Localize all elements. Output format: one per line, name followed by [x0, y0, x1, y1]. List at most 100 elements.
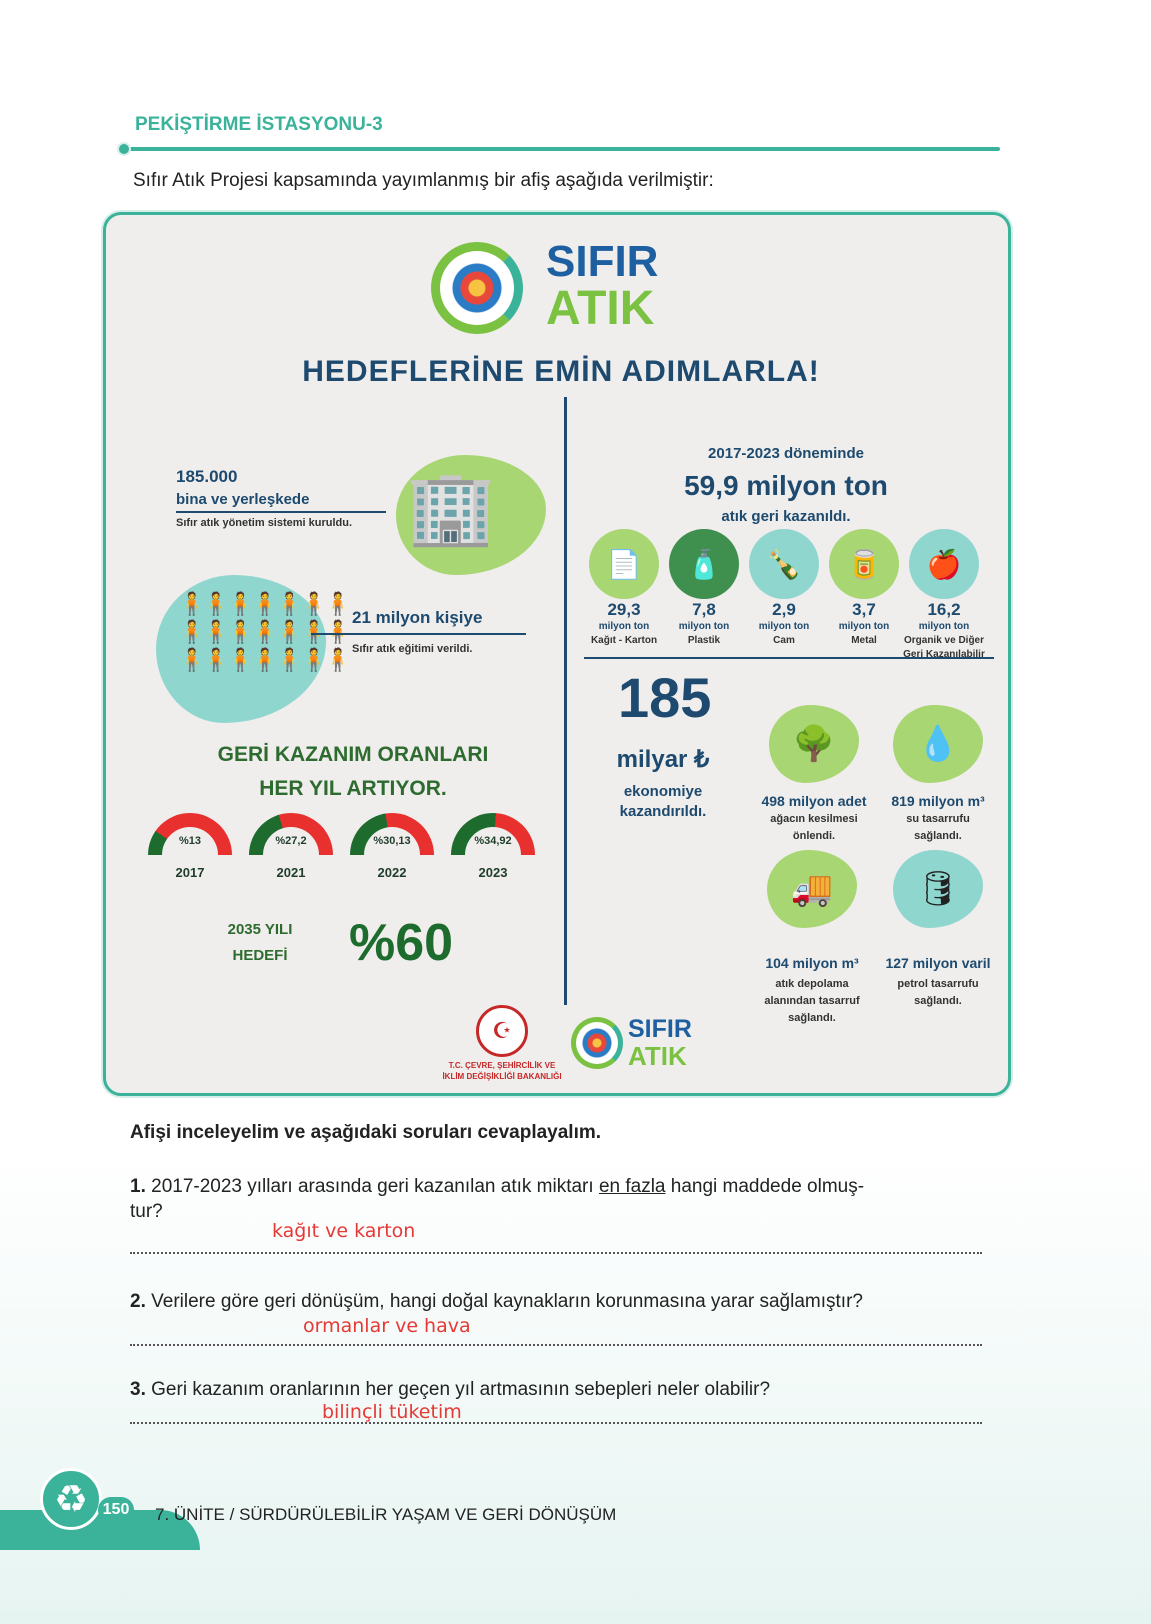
trees-icon: 🌳: [769, 705, 859, 783]
gauge-label: %13: [178, 835, 202, 847]
saving-desc: sağlandı.: [914, 995, 962, 1007]
material-value: 2,9: [772, 600, 796, 619]
target-value: %60: [349, 914, 454, 972]
material-value: 7,8: [692, 600, 716, 619]
metal-bin-icon: 🥫: [829, 529, 899, 599]
gauge-year: 2017: [175, 865, 205, 880]
recycle-flower-icon: [431, 242, 523, 334]
buildings-value: 185.000: [176, 467, 238, 486]
horizontal-divider: [584, 657, 994, 659]
small-logo-icon: [571, 1017, 623, 1069]
saving-desc: sağlandı.: [914, 830, 962, 842]
saving-desc: su tasarrufu: [906, 813, 970, 825]
target-label: 2035 YILI: [227, 921, 293, 938]
q-text: 2017-2023 yılları arasında geri kazanıla…: [151, 1176, 599, 1197]
buildings-desc: Sıfır atık yönetim sistemi kuruldu.: [176, 517, 353, 529]
q-text: Verilere göre geri dönüşüm, hangi doğal …: [151, 1291, 863, 1312]
ministry-seal-icon: ☪: [476, 1005, 528, 1057]
saving-value: 104 milyon m³: [765, 955, 859, 971]
oil-barrel-icon: 🛢: [893, 850, 983, 928]
plastic-bottle-icon: 🧴: [669, 529, 739, 599]
gauge-year: 2023: [478, 865, 508, 880]
gauge-2023: %34,92: [451, 813, 535, 855]
material-unit: milyon ton: [598, 621, 650, 632]
q-text: hangi maddede olmuş-: [665, 1176, 865, 1197]
q-number: 1.: [130, 1176, 146, 1197]
material-value: 29,3: [607, 600, 641, 619]
answer-line: [130, 1344, 982, 1346]
organic-waste-icon: 🍎: [909, 529, 979, 599]
material-unit: milyon ton: [758, 621, 810, 632]
gauge-year: 2022: [377, 865, 407, 880]
q-number: 3.: [130, 1379, 146, 1400]
questions-intro: Afişi inceleyelim ve aşağıdaki soruları …: [130, 1122, 602, 1143]
gauge-2022: %30,13: [350, 813, 434, 855]
saving-value: 819 milyon m³: [891, 793, 985, 809]
logo-line1: SIFIR: [546, 237, 659, 286]
saving-value: 127 milyon varil: [885, 955, 991, 971]
gauge-label: %27,2: [275, 835, 307, 847]
saving-desc: petrol tasarrufu: [897, 978, 979, 990]
question-3: 3. Geri kazanım oranlarının her geçen yı…: [130, 1379, 770, 1401]
question-1: 1. 2017-2023 yılları arasında geri kazan…: [130, 1176, 864, 1198]
recovered-desc: atık geri kazanıldı.: [721, 508, 851, 525]
recovered-period: 2017-2023 döneminde: [708, 445, 864, 462]
header-divider: [124, 147, 1000, 151]
answer-2[interactable]: ormanlar ve hava: [303, 1315, 471, 1337]
material-name: Plastik: [687, 635, 721, 646]
intro-text: Sıfır Atık Projesi kapsamında yayımlanmı…: [133, 170, 714, 191]
economy-unit: milyar ₺: [616, 746, 710, 773]
saving-value: 498 milyon adet: [761, 793, 867, 809]
glass-bottle-icon: 🍾: [749, 529, 819, 599]
material-value: 3,7: [852, 600, 876, 619]
economy-value: 185: [618, 666, 712, 729]
logo-line2: ATIK: [546, 282, 655, 335]
small-logo-line2: ATIK: [628, 1041, 687, 1071]
material-value: 16,2: [927, 600, 961, 619]
connector-line: [176, 511, 386, 513]
section-title: PEKİŞTİRME İSTASYONU-3: [135, 114, 383, 135]
material-unit: milyon ton: [918, 621, 970, 632]
ministry-name2: İKLİM DEĞİŞİKLİĞİ BAKANLIĞI: [442, 1072, 562, 1081]
saving-desc: atık depolama: [775, 978, 849, 990]
target-label2: HEDEFİ: [232, 947, 288, 964]
gauge-label: %30,13: [373, 835, 411, 847]
answer-line: [130, 1422, 982, 1424]
unit-title: 7. ÜNİTE / SÜRDÜRÜLEBİLİR YAŞAM VE GERİ …: [155, 1505, 617, 1524]
recovered-total: 59,9 milyon ton: [684, 470, 888, 501]
material-name2: Geri Kazanılabilir: [903, 649, 985, 660]
gauge-2017: %13: [148, 813, 232, 855]
sifir-atik-logo: SIFIR ATIK: [431, 237, 681, 337]
dump-truck-icon: 🚚: [767, 850, 857, 928]
material-name: Kağıt - Karton: [590, 635, 658, 646]
paper-recycle-icon: 📄: [589, 529, 659, 599]
economy-desc: ekonomiye: [623, 783, 703, 800]
rates-title: GERİ KAZANIM ORANLARI: [217, 743, 489, 766]
q-underlined: en fazla: [598, 1176, 666, 1197]
poster-headline: HEDEFLERİNE EMİN ADIMLARLA!: [302, 355, 820, 388]
material-name: Cam: [773, 635, 795, 646]
economy-desc2: kazandırıldı.: [619, 803, 707, 820]
material-unit: milyon ton: [838, 621, 890, 632]
saving-desc: alanından tasarruf: [764, 995, 860, 1007]
header-dot: [117, 142, 131, 156]
answer-3[interactable]: bilinçli tüketim: [322, 1401, 462, 1423]
saving-desc: önlendi.: [792, 830, 836, 842]
q-number: 2.: [130, 1291, 146, 1312]
answer-1[interactable]: kağıt ve karton: [272, 1220, 416, 1242]
page-number: 150: [98, 1497, 134, 1523]
material-name: Organik ve Diğer: [903, 635, 985, 646]
question-2: 2. Verilere göre geri dönüşüm, hangi doğ…: [130, 1291, 863, 1313]
connector-line: [311, 633, 526, 635]
people-value: 21 milyon kişiye: [352, 608, 483, 627]
water-drops-icon: 💧: [893, 705, 983, 783]
recycle-icon: ♻: [40, 1468, 102, 1530]
ministry-name: T.C. ÇEVRE, ŞEHİRCİLİK VE: [448, 1061, 556, 1070]
buildings-icon: 🏢: [406, 468, 496, 548]
people-desc: Sıfır atık eğitimi verildi.: [352, 643, 473, 655]
answer-line: [130, 1252, 982, 1254]
q-text: Geri kazanım oranlarının her geçen yıl a…: [151, 1379, 771, 1400]
gauge-label: %34,92: [474, 835, 512, 847]
poster: SIFIR ATIK HEDEFLERİNE EMİN ADIMLARLA! 🏢…: [103, 212, 1011, 1096]
material-name: Metal: [851, 635, 877, 646]
